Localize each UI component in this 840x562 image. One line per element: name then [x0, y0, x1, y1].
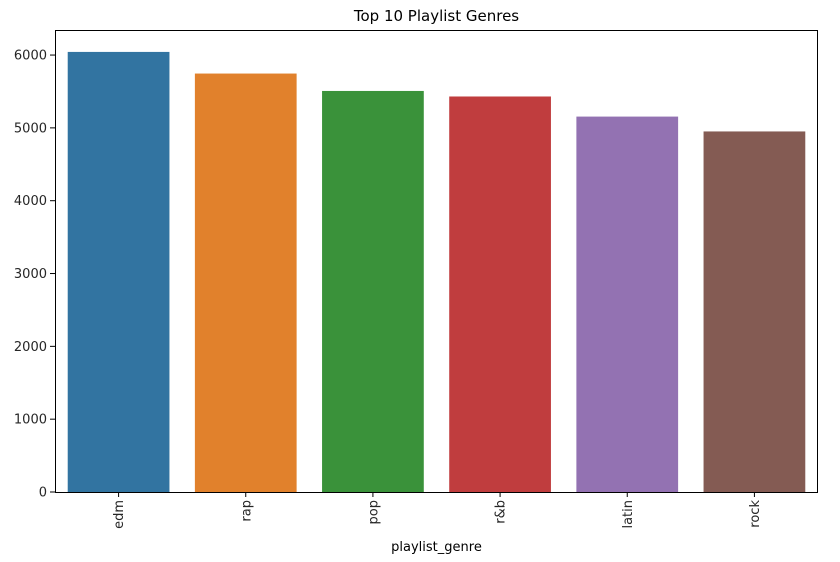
- x-tick-label: pop: [366, 500, 381, 524]
- bar-rock: [703, 131, 806, 492]
- x-axis-label: playlist_genre: [391, 540, 482, 555]
- x-tick-label: r&b: [494, 500, 509, 524]
- x-tick-label: edm: [112, 500, 127, 529]
- bars-layer: [67, 51, 806, 493]
- x-tick-label: latin: [621, 500, 636, 529]
- y-tick-label: 4000: [14, 194, 47, 209]
- y-axis: 0 1000 2000 3000 4000 5000 6000: [14, 49, 55, 501]
- x-tick-label: rock: [748, 500, 763, 528]
- plot-frame: [55, 30, 818, 493]
- y-tick-label: 6000: [14, 49, 47, 64]
- bar-pop: [322, 90, 424, 492]
- bar-latin: [576, 116, 679, 492]
- y-tick-label: 1000: [14, 413, 47, 428]
- y-tick-label: 5000: [14, 121, 47, 136]
- x-tick-label: rap: [239, 500, 254, 522]
- bar-rap: [194, 73, 297, 492]
- y-tick-label: 3000: [14, 267, 47, 282]
- bar-r-b: [449, 96, 551, 493]
- y-tick-label: 2000: [14, 340, 47, 355]
- chart-title: Top 10 Playlist Genres: [353, 7, 519, 25]
- y-tick-label: 0: [39, 486, 47, 501]
- bar-edm: [67, 51, 170, 493]
- x-axis: edm rap pop r&b latin rock: [112, 492, 763, 529]
